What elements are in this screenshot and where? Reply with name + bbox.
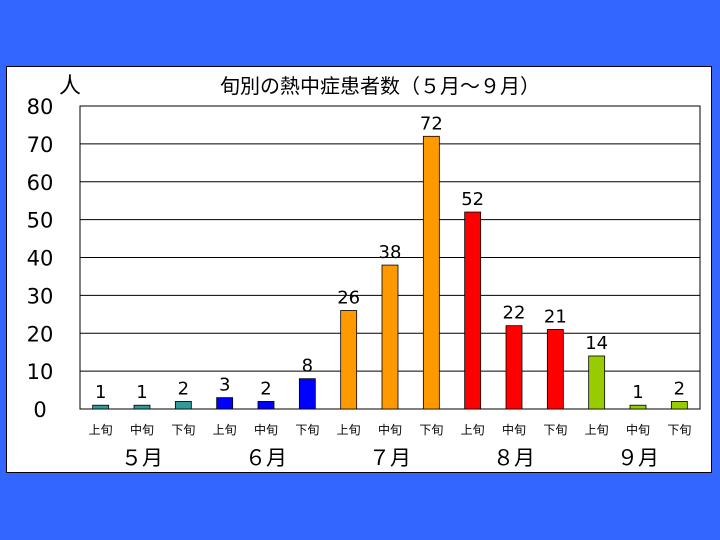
data-label: 1 xyxy=(95,382,106,403)
x-tick-label: 中旬 xyxy=(130,422,154,437)
bar xyxy=(629,404,647,410)
data-label: 22 xyxy=(503,303,526,324)
bar xyxy=(464,211,482,410)
bar xyxy=(381,264,399,410)
x-tick-label: 上旬 xyxy=(461,423,485,437)
bar xyxy=(298,378,316,410)
x-tick-label: 上旬 xyxy=(213,423,237,437)
bar xyxy=(422,135,440,410)
data-label: 2 xyxy=(178,378,189,399)
data-label: 3 xyxy=(219,375,230,396)
x-tick-label: 中旬 xyxy=(254,422,278,437)
chart-title: 旬別の熱中症患者数（５月～９月） xyxy=(220,74,540,98)
x-tick-label: 上旬 xyxy=(585,423,609,437)
y-tick-label: 10 xyxy=(27,360,54,384)
y-tick-label: 70 xyxy=(27,133,54,157)
data-label: 26 xyxy=(337,288,360,309)
data-label: 2 xyxy=(260,378,271,399)
x-tick-label: 中旬 xyxy=(378,422,402,437)
month-group-label: ６月 xyxy=(245,446,287,470)
x-tick-label: 下旬 xyxy=(171,423,195,437)
x-tick-label: 下旬 xyxy=(543,423,567,437)
x-tick-label: 下旬 xyxy=(295,423,319,437)
y-tick-label: 20 xyxy=(27,322,54,346)
month-group-label: ８月 xyxy=(493,446,535,470)
bar xyxy=(257,401,275,410)
y-tick-label: 30 xyxy=(27,284,54,308)
bar xyxy=(588,355,606,410)
x-tick-label: 下旬 xyxy=(419,423,443,437)
bar xyxy=(340,310,358,410)
bar xyxy=(670,401,688,410)
y-tick-label: 40 xyxy=(27,247,54,271)
data-label: 21 xyxy=(544,306,567,327)
month-group-label: ９月 xyxy=(617,446,659,470)
bar xyxy=(133,404,151,410)
bar xyxy=(216,397,234,410)
x-tick-label: 上旬 xyxy=(89,423,113,437)
bar xyxy=(174,401,192,410)
x-tick-label: 上旬 xyxy=(337,423,361,437)
data-label: 72 xyxy=(420,113,443,134)
bars xyxy=(92,135,688,410)
data-label: 1 xyxy=(632,382,643,403)
bar xyxy=(546,329,564,410)
y-tick-label: 0 xyxy=(33,398,46,422)
bar xyxy=(92,404,110,410)
data-label: 38 xyxy=(379,242,402,263)
x-tick-label: 中旬 xyxy=(626,422,650,437)
x-tick-label: 中旬 xyxy=(502,422,526,437)
y-tick-label: 80 xyxy=(27,95,54,119)
bar xyxy=(505,325,523,410)
month-group-label: ７月 xyxy=(369,446,411,470)
data-label: 52 xyxy=(461,189,484,210)
month-group-label: ５月 xyxy=(121,446,163,470)
y-tick-label: 60 xyxy=(27,171,54,195)
data-label: 8 xyxy=(302,356,313,377)
y-tick-label: 50 xyxy=(27,209,54,233)
data-label: 1 xyxy=(136,382,147,403)
y-axis-unit-label: 人 xyxy=(59,74,81,99)
x-tick-label: 下旬 xyxy=(667,423,691,437)
labels: 0 10 20 30 40 50 60 70 80 1 上旬 1 中旬 2 下旬 3 上旬 2 中旬 8 下旬 26 上旬 3… xyxy=(27,95,692,470)
data-label: 14 xyxy=(585,333,608,354)
data-label: 2 xyxy=(674,378,685,399)
